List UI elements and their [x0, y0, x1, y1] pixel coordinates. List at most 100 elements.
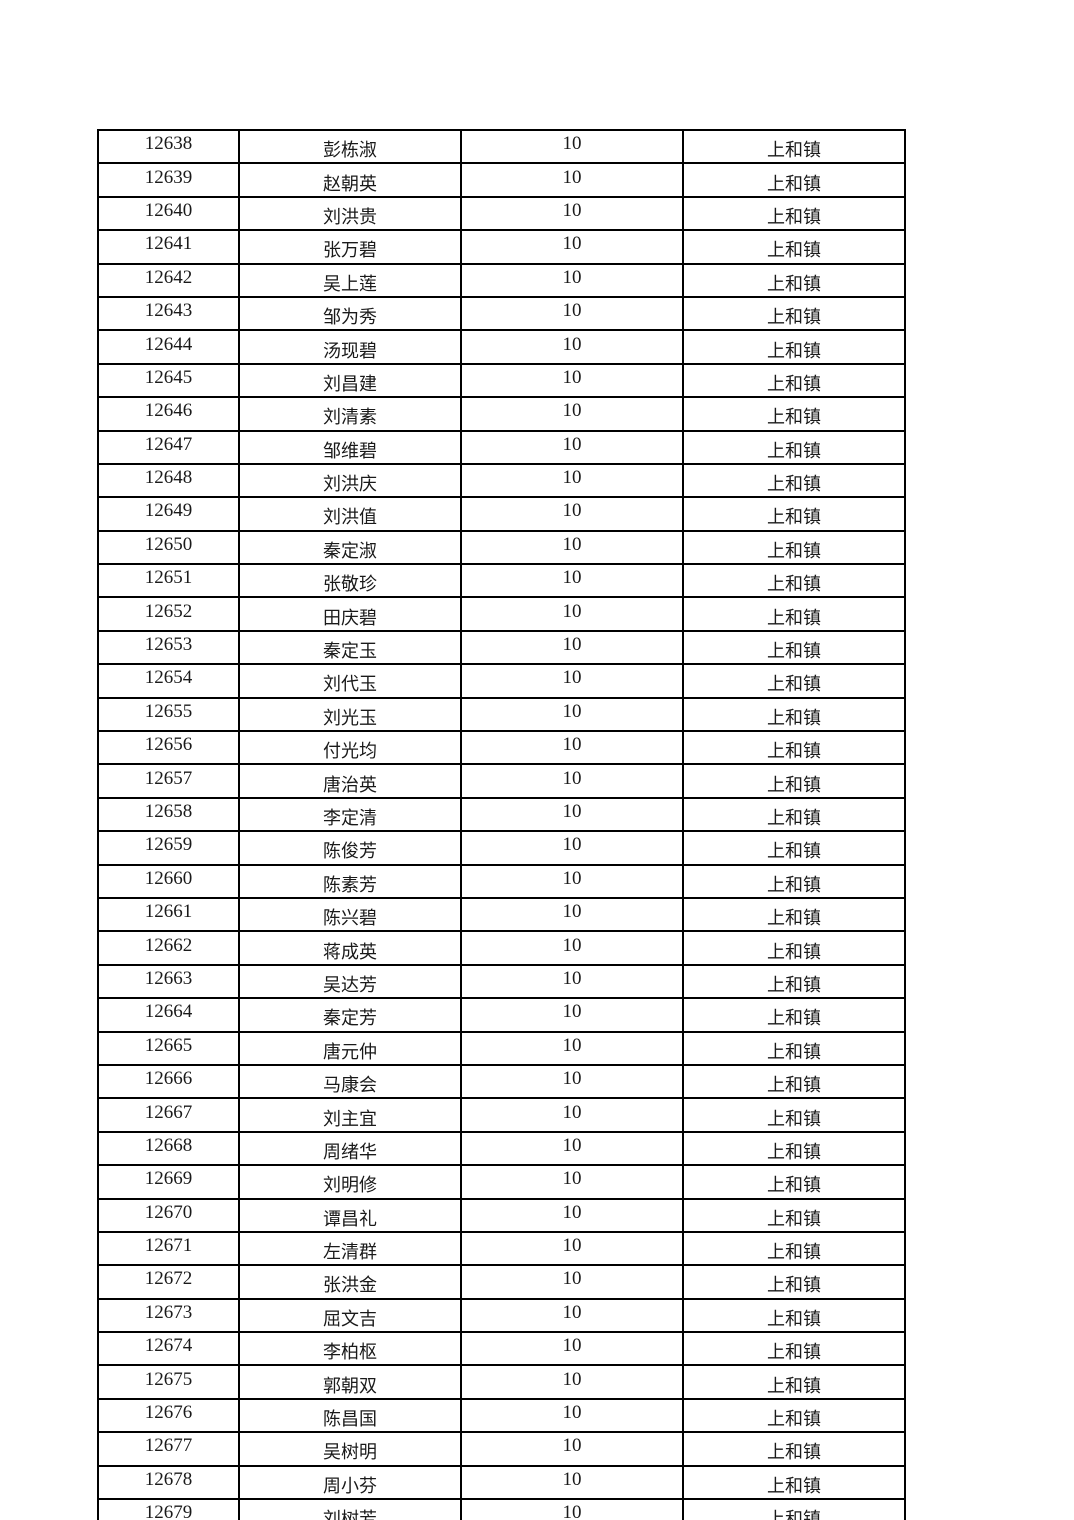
cell-town: 上和镇: [682, 696, 906, 733]
cell-town: 上和镇: [682, 896, 906, 933]
cell-name: 汤现碧: [238, 329, 462, 365]
table-row: 12643 邹为秀 10 上和镇: [97, 295, 906, 332]
cell-id: 12661: [97, 896, 240, 933]
cell-name: 田庆碧: [238, 596, 462, 632]
table-row: 12665 唐元仲 10 上和镇: [97, 1030, 906, 1066]
cell-town: 上和镇: [682, 1063, 906, 1100]
cell-town: 上和镇: [682, 663, 906, 699]
table-row: 12640 刘洪贵 10 上和镇: [97, 195, 906, 232]
cell-id: 12667: [97, 1097, 240, 1133]
cell-value: 10: [460, 830, 684, 866]
cell-name: 张洪金: [238, 1264, 462, 1300]
cell-id: 12638: [97, 128, 240, 165]
cell-id: 12646: [97, 396, 240, 432]
cell-town: 上和镇: [682, 1264, 906, 1300]
cell-id: 12654: [97, 663, 240, 699]
cell-value: 10: [460, 1197, 684, 1233]
cell-town: 上和镇: [682, 195, 906, 232]
cell-value: 10: [460, 863, 684, 899]
cell-name: 马康会: [238, 1063, 462, 1100]
cell-value: 10: [460, 229, 684, 265]
cell-id: 12675: [97, 1364, 240, 1400]
table-row: 12660 陈素芳 10 上和镇: [97, 863, 906, 899]
cell-id: 12658: [97, 796, 240, 833]
cell-value: 10: [460, 162, 684, 198]
cell-value: 10: [460, 1498, 684, 1520]
cell-name: 张万碧: [238, 229, 462, 265]
cell-town: 上和镇: [682, 396, 906, 432]
cell-name: 邹为秀: [238, 295, 462, 332]
cell-town: 上和镇: [682, 1397, 906, 1434]
table-row: 12642 吴上莲 10 上和镇: [97, 262, 906, 298]
cell-id: 12670: [97, 1197, 240, 1233]
cell-id: 12653: [97, 629, 240, 666]
cell-town: 上和镇: [682, 1030, 906, 1066]
cell-name: 邹维碧: [238, 429, 462, 465]
cell-town: 上和镇: [682, 462, 906, 499]
cell-id: 12669: [97, 1164, 240, 1200]
cell-name: 刘昌建: [238, 362, 462, 399]
cell-town: 上和镇: [682, 429, 906, 465]
cell-town: 上和镇: [682, 930, 906, 966]
table-row: 12656 付光均 10 上和镇: [97, 730, 906, 766]
cell-id: 12651: [97, 563, 240, 599]
cell-name: 吴达芳: [238, 963, 462, 1000]
table-row: 12654 刘代玉 10 上和镇: [97, 663, 906, 699]
table-row: 12646 刘清素 10 上和镇: [97, 396, 906, 432]
cell-id: 12649: [97, 496, 240, 532]
cell-name: 刘光玉: [238, 696, 462, 733]
table-row: 12672 张洪金 10 上和镇: [97, 1264, 906, 1300]
cell-value: 10: [460, 963, 684, 1000]
cell-value: 10: [460, 329, 684, 365]
cell-value: 10: [460, 1230, 684, 1267]
cell-name: 陈兴碧: [238, 896, 462, 933]
cell-town: 上和镇: [682, 329, 906, 365]
cell-town: 上和镇: [682, 830, 906, 866]
table-row: 12657 唐治英 10 上和镇: [97, 763, 906, 799]
cell-id: 12674: [97, 1331, 240, 1367]
cell-town: 上和镇: [682, 997, 906, 1033]
cell-town: 上和镇: [682, 1230, 906, 1267]
cell-value: 10: [460, 262, 684, 298]
cell-town: 上和镇: [682, 262, 906, 298]
cell-value: 10: [460, 1464, 684, 1501]
cell-town: 上和镇: [682, 1331, 906, 1367]
table-row: 12674 李柏枢 10 上和镇: [97, 1331, 906, 1367]
cell-id: 12659: [97, 830, 240, 866]
cell-name: 左清群: [238, 1230, 462, 1267]
cell-id: 12679: [97, 1498, 240, 1520]
cell-id: 12643: [97, 295, 240, 332]
cell-value: 10: [460, 1364, 684, 1400]
cell-id: 12678: [97, 1464, 240, 1501]
cell-name: 秦定芳: [238, 997, 462, 1033]
cell-value: 10: [460, 462, 684, 499]
cell-town: 上和镇: [682, 1130, 906, 1167]
records-table-body: 12638 彭栋淑 10 上和镇 12639 赵朝英 10 上和镇 12640 …: [97, 128, 906, 1520]
cell-id: 12665: [97, 1030, 240, 1066]
cell-name: 陈昌国: [238, 1397, 462, 1434]
cell-town: 上和镇: [682, 796, 906, 833]
cell-value: 10: [460, 997, 684, 1033]
cell-id: 12641: [97, 229, 240, 265]
cell-town: 上和镇: [682, 596, 906, 632]
cell-name: 李定清: [238, 796, 462, 833]
cell-id: 12677: [97, 1431, 240, 1467]
cell-id: 12673: [97, 1297, 240, 1334]
cell-id: 12652: [97, 596, 240, 632]
cell-value: 10: [460, 1397, 684, 1434]
cell-name: 郭朝双: [238, 1364, 462, 1400]
cell-id: 12656: [97, 730, 240, 766]
cell-id: 12676: [97, 1397, 240, 1434]
cell-value: 10: [460, 896, 684, 933]
cell-value: 10: [460, 763, 684, 799]
cell-name: 周小芬: [238, 1464, 462, 1501]
cell-name: 谭昌礼: [238, 1197, 462, 1233]
cell-id: 12664: [97, 997, 240, 1033]
cell-town: 上和镇: [682, 963, 906, 1000]
table-row: 12664 秦定芳 10 上和镇: [97, 997, 906, 1033]
cell-town: 上和镇: [682, 128, 906, 165]
cell-name: 刘明修: [238, 1164, 462, 1200]
cell-value: 10: [460, 128, 684, 165]
cell-value: 10: [460, 1331, 684, 1367]
cell-value: 10: [460, 663, 684, 699]
